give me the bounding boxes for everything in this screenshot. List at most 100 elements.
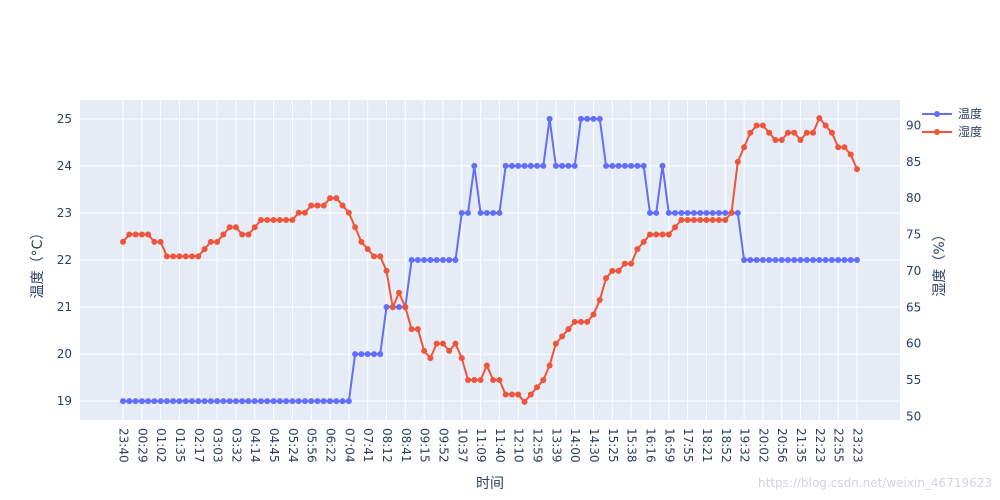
data-point-temperature [697,209,704,216]
data-point-temperature [810,257,817,263]
x-tick-label: 09:15 [418,428,432,463]
data-point-humidity [358,238,365,245]
data-point-temperature [552,162,559,169]
data-point-humidity [465,377,472,383]
data-point-humidity [766,129,773,136]
data-point-temperature [465,209,472,216]
data-point-humidity [784,129,791,136]
x-tick-label: 12:59 [531,428,545,463]
data-point-humidity [659,231,666,238]
data-point-temperature [377,351,384,358]
data-point-temperature [126,398,133,405]
data-point-humidity [634,246,641,253]
data-point-temperature [628,162,635,169]
data-point-temperature [646,209,653,216]
data-point-temperature [816,257,823,263]
data-point-temperature [301,398,308,405]
data-point-humidity [527,391,534,398]
data-point-temperature [220,398,227,405]
data-point-temperature [508,162,515,169]
data-point-humidity [816,115,823,122]
data-point-humidity [502,391,509,398]
data-point-humidity [132,231,139,238]
x-tick-label: 20:02 [756,428,770,463]
data-point-temperature [427,257,434,263]
data-point-temperature [496,209,503,216]
data-point-temperature [835,257,842,263]
data-point-humidity [552,340,559,347]
x-tick-label: 07:04 [342,428,356,463]
data-point-temperature [408,257,415,263]
data-point-temperature [226,398,233,405]
left-y-tick-label: 21 [57,300,72,314]
data-point-temperature [320,398,327,405]
data-point-humidity [232,224,239,231]
data-point-humidity [646,231,653,238]
data-point-humidity [734,158,741,165]
data-point-temperature [214,398,221,405]
data-point-humidity [352,224,359,231]
data-point-temperature [138,398,145,405]
data-point-temperature [678,209,685,216]
legend-item-temperature[interactable]: 温度 [922,106,982,121]
data-point-temperature [540,162,547,169]
data-point-humidity [759,122,766,129]
data-point-humidity [496,377,503,383]
data-point-humidity [264,217,271,223]
left-y-tick-label: 24 [57,159,72,173]
data-point-humidity [320,202,327,209]
data-point-temperature [822,257,829,263]
data-point-humidity [540,377,547,383]
data-point-humidity [615,267,622,274]
data-point-temperature [251,398,258,405]
data-point-humidity [810,129,817,136]
data-point-temperature [521,162,528,169]
data-point-humidity [483,362,490,369]
data-point-humidity [195,253,202,260]
data-point-humidity [182,253,189,260]
data-point-humidity [521,398,528,405]
data-point-temperature [621,162,628,169]
data-point-humidity [138,231,145,238]
x-tick-label: 06:22 [324,428,338,463]
left-y-tick-label: 22 [57,253,72,267]
data-point-temperature [709,209,716,216]
right-y-axis-title: 湿度（%） [932,227,948,296]
x-tick-label: 20:56 [775,428,789,463]
data-point-humidity [715,217,722,223]
x-tick-label: 11:09 [474,428,488,463]
data-point-humidity [157,238,164,245]
data-point-temperature [615,162,622,169]
data-point-humidity [709,217,716,223]
data-point-humidity [490,377,497,383]
data-point-temperature [308,398,315,405]
right-y-tick-label: 85 [906,155,921,169]
legend-item-humidity[interactable]: 湿度 [922,124,982,139]
right-y-tick-label: 60 [906,337,921,351]
x-tick-label: 04:14 [248,428,262,463]
x-tick-label: 23:23 [851,428,865,463]
data-point-temperature [534,162,541,169]
data-point-humidity [703,217,710,223]
legend[interactable]: 温度 湿度 [922,106,982,139]
data-point-temperature [791,257,798,263]
x-tick-label: 02:17 [192,428,206,463]
x-tick-label: 08:41 [399,428,413,463]
data-point-humidity [753,122,760,129]
data-point-humidity [364,246,371,253]
series-line-humidity [122,116,858,404]
data-point-humidity [189,253,196,260]
data-point-humidity [534,384,541,391]
x-tick-label: 16:16 [643,428,657,463]
data-point-humidity [515,391,522,398]
data-point-humidity [628,260,635,267]
data-point-humidity [621,260,628,267]
data-point-humidity [314,202,321,209]
data-point-temperature [195,398,202,405]
data-point-temperature [653,209,660,216]
legend-label-humidity: 湿度 [958,124,982,139]
x-tick-label: 13:39 [549,428,563,463]
x-tick-label: 18:52 [719,428,733,463]
data-point-temperature [672,209,679,216]
